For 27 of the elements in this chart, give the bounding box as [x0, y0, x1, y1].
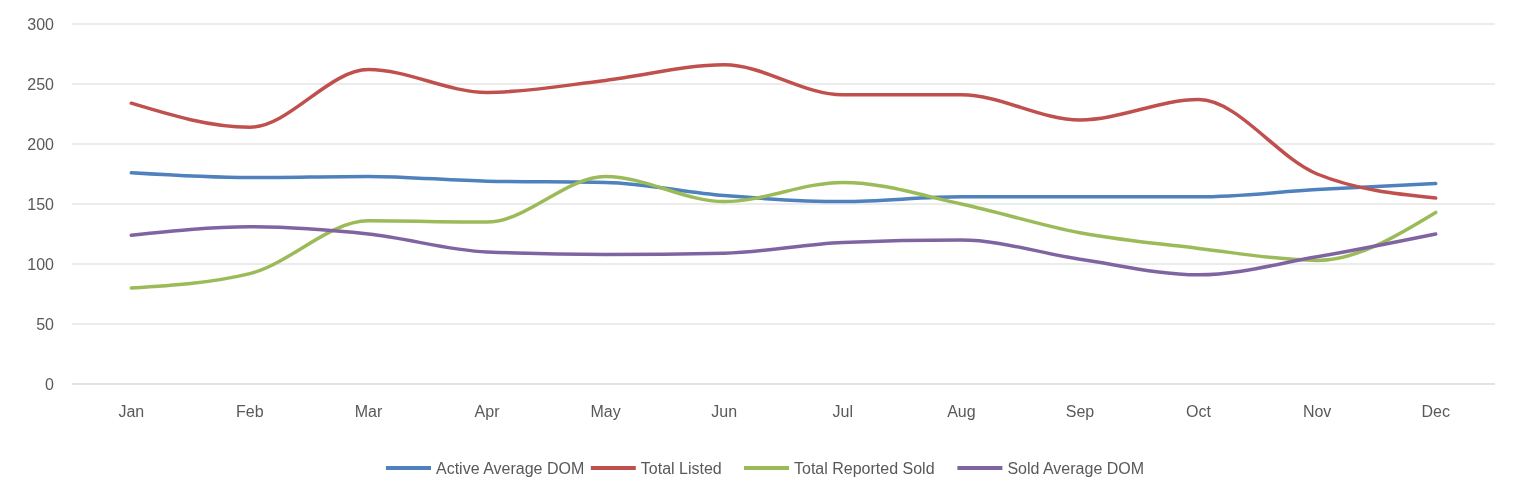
x-tick-label: May: [590, 403, 621, 420]
y-tick-label: 150: [27, 195, 55, 213]
legend-label: Total Reported Sold: [794, 459, 935, 477]
x-tick-label: Jun: [711, 403, 738, 420]
x-tick-label: Jan: [118, 403, 145, 420]
y-tick-label: 50: [36, 315, 55, 333]
legend-label: Active Average DOM: [436, 459, 585, 477]
y-tick-label: 0: [45, 375, 55, 393]
x-tick-label: Mar: [354, 403, 383, 420]
x-tick-label: Aug: [947, 403, 976, 420]
line-series: [129, 174, 1438, 290]
line-series: [129, 225, 1438, 277]
line-series: [129, 171, 1438, 204]
x-tick-label: Oct: [1186, 403, 1212, 420]
x-tick-label: Jul: [832, 403, 854, 420]
x-tick-label: Feb: [236, 403, 264, 420]
line-series: [129, 63, 1438, 200]
y-tick-label: 300: [27, 15, 55, 33]
legend-label: Sold Average DOM: [1007, 459, 1145, 477]
legend-label: Total Listed: [640, 459, 722, 477]
x-tick-label: Sep: [1065, 403, 1095, 420]
x-tick-label: Nov: [1302, 403, 1332, 420]
y-tick-label: 100: [27, 255, 55, 273]
x-tick-label: Dec: [1421, 403, 1450, 420]
x-tick-label: Apr: [474, 403, 501, 420]
y-tick-label: 200: [27, 135, 55, 153]
y-tick-label: 250: [27, 75, 55, 93]
